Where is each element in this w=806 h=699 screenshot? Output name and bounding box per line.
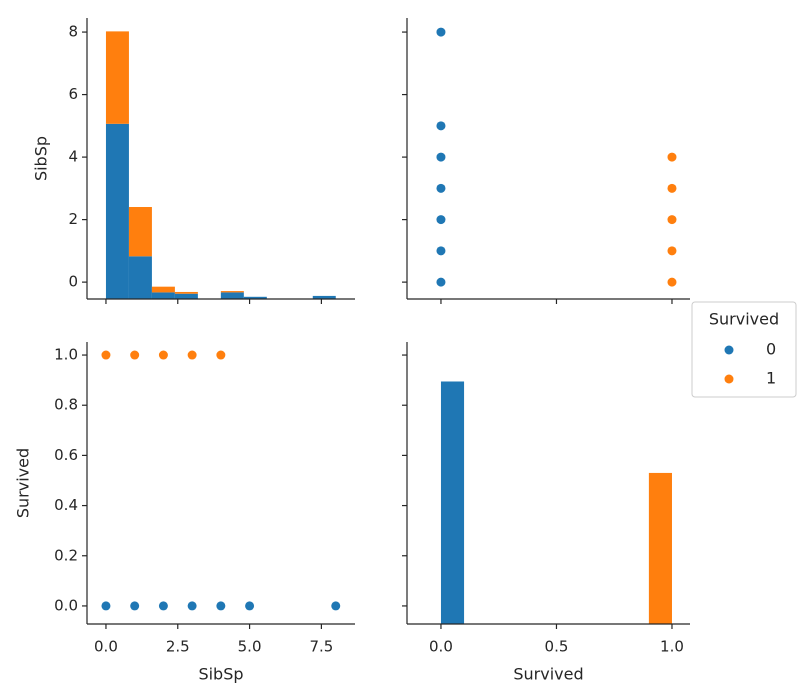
point xyxy=(436,215,446,225)
y-tick-label: 0.2 xyxy=(54,546,78,564)
point xyxy=(158,601,168,611)
point xyxy=(187,350,197,360)
point xyxy=(667,215,677,225)
x-tick-label: 0.0 xyxy=(429,638,453,656)
y-tick-label: 0.6 xyxy=(54,446,78,464)
point xyxy=(130,601,140,611)
y-tick-label: 6 xyxy=(68,85,78,103)
point xyxy=(436,121,446,131)
y-tick-label: 1.0 xyxy=(54,346,78,364)
point xyxy=(101,350,111,360)
point xyxy=(436,277,446,287)
y-tick-label: 8 xyxy=(68,23,78,41)
hist-bar xyxy=(174,291,198,294)
point xyxy=(158,350,168,360)
hist-bar xyxy=(440,381,465,624)
point xyxy=(436,246,446,256)
x-tick-label: 5.0 xyxy=(238,638,262,656)
point xyxy=(436,152,446,162)
point xyxy=(187,601,197,611)
x-tick-label: 7.5 xyxy=(309,638,333,656)
legend-marker xyxy=(724,374,734,384)
y-tick-label: 4 xyxy=(68,148,78,166)
y-tick-label: 0.8 xyxy=(54,396,78,414)
point xyxy=(216,350,226,360)
y-axis-label: SibSp xyxy=(32,136,51,181)
legend-marker xyxy=(724,345,734,355)
hist-bar xyxy=(312,295,336,299)
y-tick-label: 0.0 xyxy=(54,596,78,614)
hist-bar xyxy=(105,31,129,124)
hist-bar xyxy=(648,472,672,624)
legend-title: Survived xyxy=(709,310,779,329)
hist-bar xyxy=(151,292,175,299)
x-tick-label: 2.5 xyxy=(166,638,190,656)
hist-bar xyxy=(128,256,152,299)
x-tick-label: 0.5 xyxy=(545,638,569,656)
x-axis-label: SibSp xyxy=(198,665,243,684)
legend-label: 1 xyxy=(766,369,776,388)
point xyxy=(130,350,140,360)
legend-label: 0 xyxy=(766,340,776,359)
hist-bar xyxy=(151,286,175,293)
point xyxy=(245,601,255,611)
y-tick-label: 0.4 xyxy=(54,496,78,514)
hist-bar xyxy=(128,207,152,257)
hist-bar xyxy=(220,292,244,299)
point xyxy=(216,601,226,611)
y-tick-label: 0 xyxy=(68,273,78,291)
hist-bar xyxy=(174,293,198,299)
point xyxy=(101,601,111,611)
x-tick-label: 0.0 xyxy=(94,638,118,656)
hist-bar xyxy=(243,296,267,299)
point xyxy=(667,246,677,256)
hist-bar xyxy=(220,291,244,293)
y-tick-label: 2 xyxy=(68,210,78,228)
y-axis-label: Survived xyxy=(14,448,33,518)
x-axis-label: Survived xyxy=(513,665,583,684)
point xyxy=(667,152,677,162)
legend-box xyxy=(691,301,797,398)
hist-bar xyxy=(105,123,129,300)
point xyxy=(667,183,677,193)
point xyxy=(331,601,341,611)
point xyxy=(436,183,446,193)
point xyxy=(436,27,446,37)
point xyxy=(667,277,677,287)
x-tick-label: 1.0 xyxy=(660,638,684,656)
